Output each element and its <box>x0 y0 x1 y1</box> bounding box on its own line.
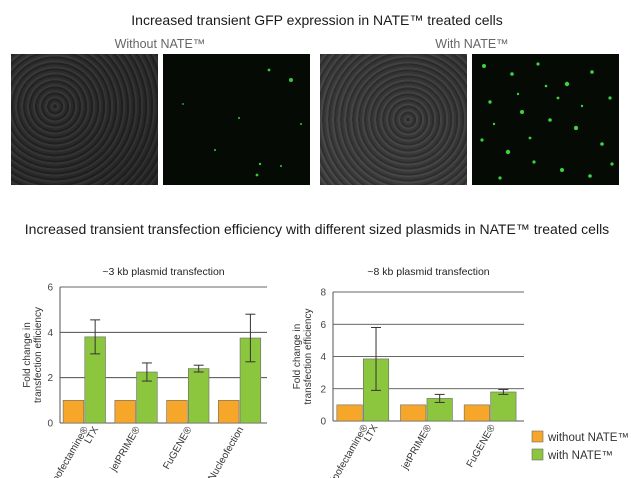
brightfield-image-with <box>320 54 467 185</box>
panel-label-with: With NATE™ <box>435 37 509 51</box>
y-tick-label: 8 <box>320 288 326 299</box>
y-tick-label: 6 <box>47 283 53 294</box>
y-axis-label: Fold change in <box>292 324 303 390</box>
bar-with <box>490 391 517 422</box>
x-tick-label: FuGENE® <box>465 422 499 469</box>
bar-without <box>62 400 85 424</box>
y-tick-label: 4 <box>47 328 53 339</box>
y-tick-label: 0 <box>47 419 53 430</box>
top-title: Increased transient GFP expression in NA… <box>131 12 503 28</box>
y-axis-label: transfection efficiency <box>303 309 314 405</box>
y-axis-label: transfection efficiency <box>33 307 44 403</box>
panel-label-without: Without NATE™ <box>114 37 206 51</box>
y-axis-label: Fold change in <box>22 322 33 388</box>
fluorescence-dots-without <box>182 68 302 177</box>
bar-without <box>114 400 136 424</box>
legend-swatch-without <box>531 430 544 443</box>
bar-without <box>166 400 188 424</box>
x-tick-label: Lipofectamine® <box>47 424 92 478</box>
y-tick-label: 0 <box>320 417 326 428</box>
bar-without <box>336 404 363 422</box>
chart-1: ~3 kb plasmid transfection 0 2 4 6 Fold chang… <box>22 266 267 478</box>
bar-without <box>218 400 240 424</box>
fluorescence-image-without <box>163 54 310 185</box>
x-tick-label: Nucleofection <box>206 425 246 478</box>
chart-title: ~3 kb plasmid transfection <box>102 266 224 278</box>
x-tick-label: jetPRIME® <box>108 424 143 474</box>
y-tick-label: 6 <box>320 320 326 331</box>
bottom-title: Increased transient transfection efficie… <box>24 221 610 237</box>
bar-without <box>463 404 490 422</box>
chart-title: ~8 kb plasmid transfection <box>367 266 489 278</box>
fluorescence-dots-with <box>480 62 614 180</box>
legend-label-without: without NATE™ <box>547 432 629 444</box>
y-tick-label: 4 <box>320 352 326 363</box>
legend-label-with: with NATE™ <box>547 450 613 462</box>
fluorescence-image-with <box>472 54 619 185</box>
x-tick-label: FuGENE® <box>161 424 195 471</box>
x-tick-label: jetPRIME® <box>399 422 434 472</box>
x-tick-label: Lipofectamine® <box>326 422 371 478</box>
brightfield-image-without <box>11 54 158 185</box>
bar-without <box>400 404 427 422</box>
y-tick-label: 2 <box>47 373 53 384</box>
y-tick-label: 2 <box>320 384 326 395</box>
bar-with <box>188 368 210 424</box>
chart-2: ~8 kb plasmid transfection 0 2 4 6 8 Fold chan… <box>292 266 629 478</box>
legend-swatch-with <box>531 448 544 461</box>
